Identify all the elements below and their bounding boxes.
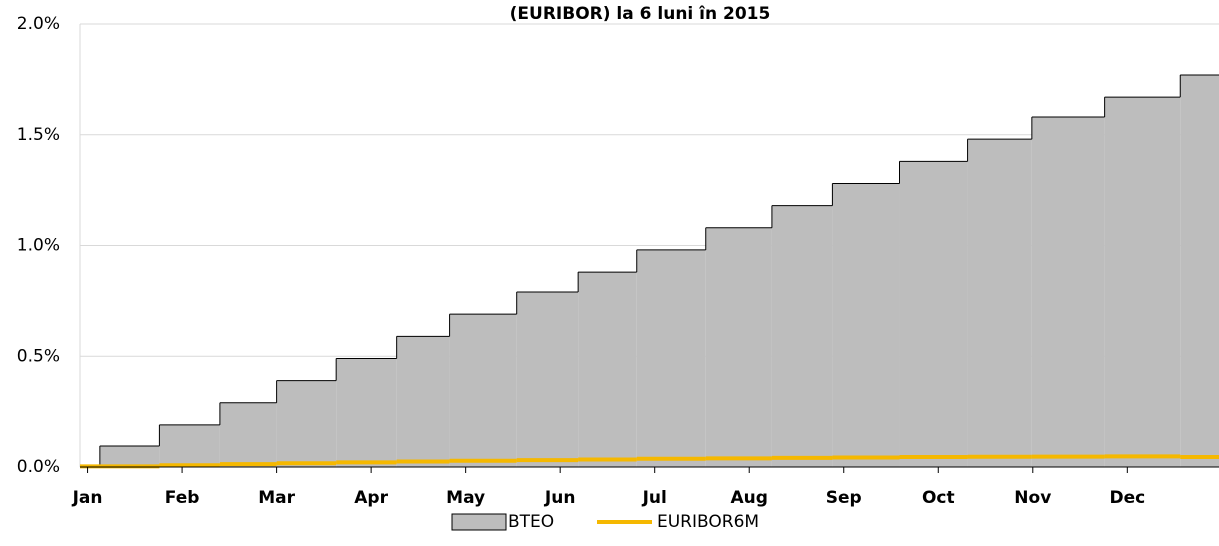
area-step — [1031, 117, 1105, 467]
area-step — [159, 424, 220, 467]
area-step — [832, 183, 900, 468]
area-step — [336, 358, 397, 467]
area-step — [899, 161, 968, 467]
area-step — [1180, 74, 1219, 467]
x-tick-label: Jul — [642, 488, 667, 508]
x-tick-label: May — [446, 488, 485, 508]
area-step — [99, 445, 160, 467]
area-step — [705, 227, 772, 467]
y-tick-label: 1.5% — [17, 125, 60, 145]
x-tick-label: Feb — [165, 488, 200, 508]
area-step — [1104, 97, 1181, 467]
area-step — [219, 402, 277, 467]
x-tick-label: Apr — [354, 488, 388, 508]
area-step — [771, 205, 833, 467]
x-tick-label: Jun — [544, 488, 576, 508]
x-tick-label: Sep — [826, 488, 862, 508]
x-tick-label: Dec — [1109, 488, 1145, 508]
chart-title: (EURIBOR) la 6 luni în 2015 — [510, 4, 771, 24]
area-step — [516, 292, 579, 467]
y-tick-label: 0.0% — [17, 457, 60, 477]
area-step — [276, 380, 337, 467]
x-tick-label: Mar — [258, 488, 295, 508]
legend-swatch — [451, 513, 507, 531]
legend-label: BTEO — [508, 512, 554, 532]
x-tick-label: Jan — [72, 488, 103, 508]
area-step — [967, 139, 1032, 467]
x-tick-label: Nov — [1014, 488, 1051, 508]
area-step — [449, 314, 517, 467]
y-tick-label: 0.5% — [17, 346, 60, 366]
x-tick-label: Oct — [922, 488, 955, 508]
y-tick-label: 1.0% — [17, 236, 60, 256]
area-step — [636, 249, 706, 467]
legend-label: EURIBOR6M — [657, 512, 759, 532]
y-tick-label: 2.0% — [17, 14, 60, 34]
area-step — [578, 272, 637, 467]
x-tick-label: Aug — [731, 488, 768, 508]
area-step — [396, 336, 450, 467]
